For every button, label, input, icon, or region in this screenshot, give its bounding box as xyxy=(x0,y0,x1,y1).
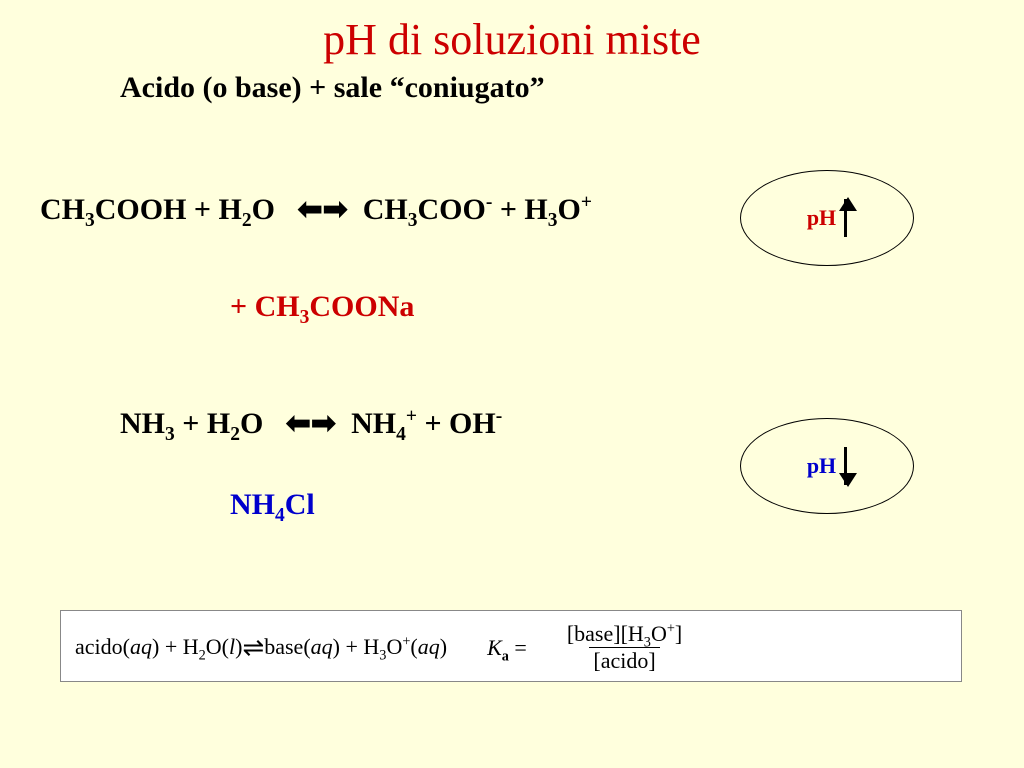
equilibrium-arrow-icon: ⬅➡ xyxy=(297,193,347,226)
added-salt-ammonium-chloride: NH4Cl xyxy=(230,488,315,522)
ph-label-blue: pH xyxy=(807,453,836,479)
arrow-up-icon xyxy=(844,199,847,237)
arrow-down-icon xyxy=(844,447,847,485)
ph-label-red: pH xyxy=(807,205,836,231)
ka-equation-box: acido(aq) + H2O(l)⇌base(aq) + H3O+(aq) K… xyxy=(60,610,962,682)
ph-indicator-up: pH xyxy=(740,170,914,266)
slide-title: pH di soluzioni miste xyxy=(0,0,1024,65)
ka-symbol: Ka = xyxy=(447,635,563,661)
added-salt-acetate: + CH3COONa xyxy=(230,290,414,324)
ka-fraction: [base][H3O+] [acido] xyxy=(563,621,686,675)
equation-acetic-acid: CH3COOH + H2O ⬅➡ CH3COO- + H3O+ xyxy=(40,192,592,227)
ph-indicator-down: pH xyxy=(740,418,914,514)
harpoon-icon: ⇌ xyxy=(242,633,264,662)
equation-ammonia: NH3 + H2O ⬅➡ NH4+ + OH- xyxy=(120,406,502,441)
ka-lhs: acido(aq) + H2O(l)⇌base(aq) + H3O+(aq) xyxy=(75,633,447,663)
equilibrium-arrow-icon: ⬅➡ xyxy=(286,407,336,440)
slide-subtitle: Acido (o base) + sale “coniugato” xyxy=(0,65,1024,105)
